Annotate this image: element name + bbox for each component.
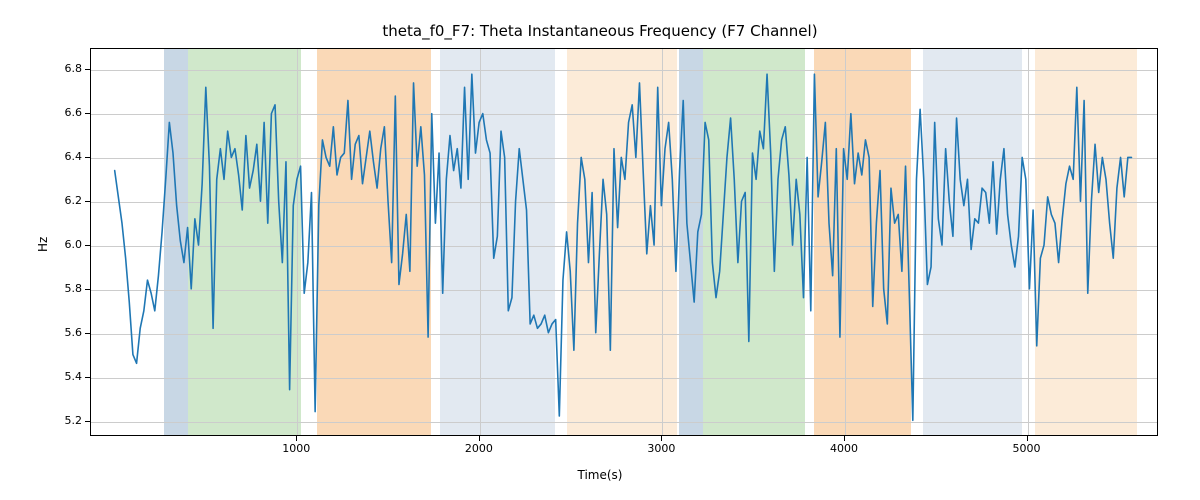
y-tick-mark [85, 377, 90, 378]
y-tick-mark [85, 201, 90, 202]
y-tick-label: 5.8 [48, 282, 82, 295]
y-tick-mark [85, 289, 90, 290]
y-tick-label: 6.2 [48, 194, 82, 207]
plot-area [90, 48, 1158, 436]
y-tick-mark [85, 157, 90, 158]
y-tick-mark [85, 113, 90, 114]
x-tick-label: 1000 [271, 442, 321, 455]
y-tick-label: 6.4 [48, 150, 82, 163]
x-tick-mark [844, 436, 845, 441]
x-tick-label: 3000 [636, 442, 686, 455]
chart-title: theta_f0_F7: Theta Instantaneous Frequen… [0, 22, 1200, 40]
y-tick-label: 5.4 [48, 370, 82, 383]
data-line [91, 49, 1157, 435]
x-tick-mark [479, 436, 480, 441]
y-tick-label: 6.8 [48, 62, 82, 75]
y-tick-label: 6.0 [48, 238, 82, 251]
chart-container: theta_f0_F7: Theta Instantaneous Frequen… [0, 0, 1200, 500]
x-tick-label: 4000 [819, 442, 869, 455]
y-tick-mark [85, 333, 90, 334]
y-tick-label: 5.6 [48, 326, 82, 339]
y-tick-mark [85, 421, 90, 422]
x-tick-mark [296, 436, 297, 441]
y-tick-label: 6.6 [48, 106, 82, 119]
y-tick-mark [85, 245, 90, 246]
y-tick-mark [85, 69, 90, 70]
x-tick-mark [1027, 436, 1028, 441]
x-axis-label: Time(s) [0, 468, 1200, 482]
y-tick-label: 5.2 [48, 414, 82, 427]
x-tick-label: 5000 [1002, 442, 1052, 455]
x-tick-mark [661, 436, 662, 441]
x-tick-label: 2000 [454, 442, 504, 455]
